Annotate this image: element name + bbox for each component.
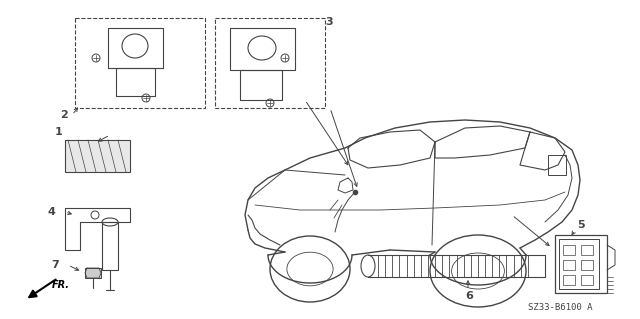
Bar <box>581 245 593 255</box>
Bar <box>548 155 566 175</box>
Text: 7: 7 <box>51 260 59 270</box>
Text: 4: 4 <box>48 207 56 217</box>
Bar <box>75 18 205 108</box>
Bar <box>559 239 599 289</box>
Bar <box>581 260 593 270</box>
Bar <box>65 140 130 172</box>
Bar <box>555 235 607 293</box>
Bar <box>85 268 101 278</box>
Bar <box>563 275 575 285</box>
Text: 1: 1 <box>55 127 63 137</box>
Bar <box>563 260 575 270</box>
Text: 6: 6 <box>465 291 473 301</box>
Text: 5: 5 <box>577 220 584 230</box>
Bar <box>581 275 593 285</box>
Bar <box>215 18 325 108</box>
Bar <box>563 245 575 255</box>
Text: 2: 2 <box>60 110 68 120</box>
Text: SZ33-B6100 A: SZ33-B6100 A <box>528 303 592 312</box>
Text: 3: 3 <box>325 17 333 27</box>
Text: FR.: FR. <box>52 280 70 290</box>
